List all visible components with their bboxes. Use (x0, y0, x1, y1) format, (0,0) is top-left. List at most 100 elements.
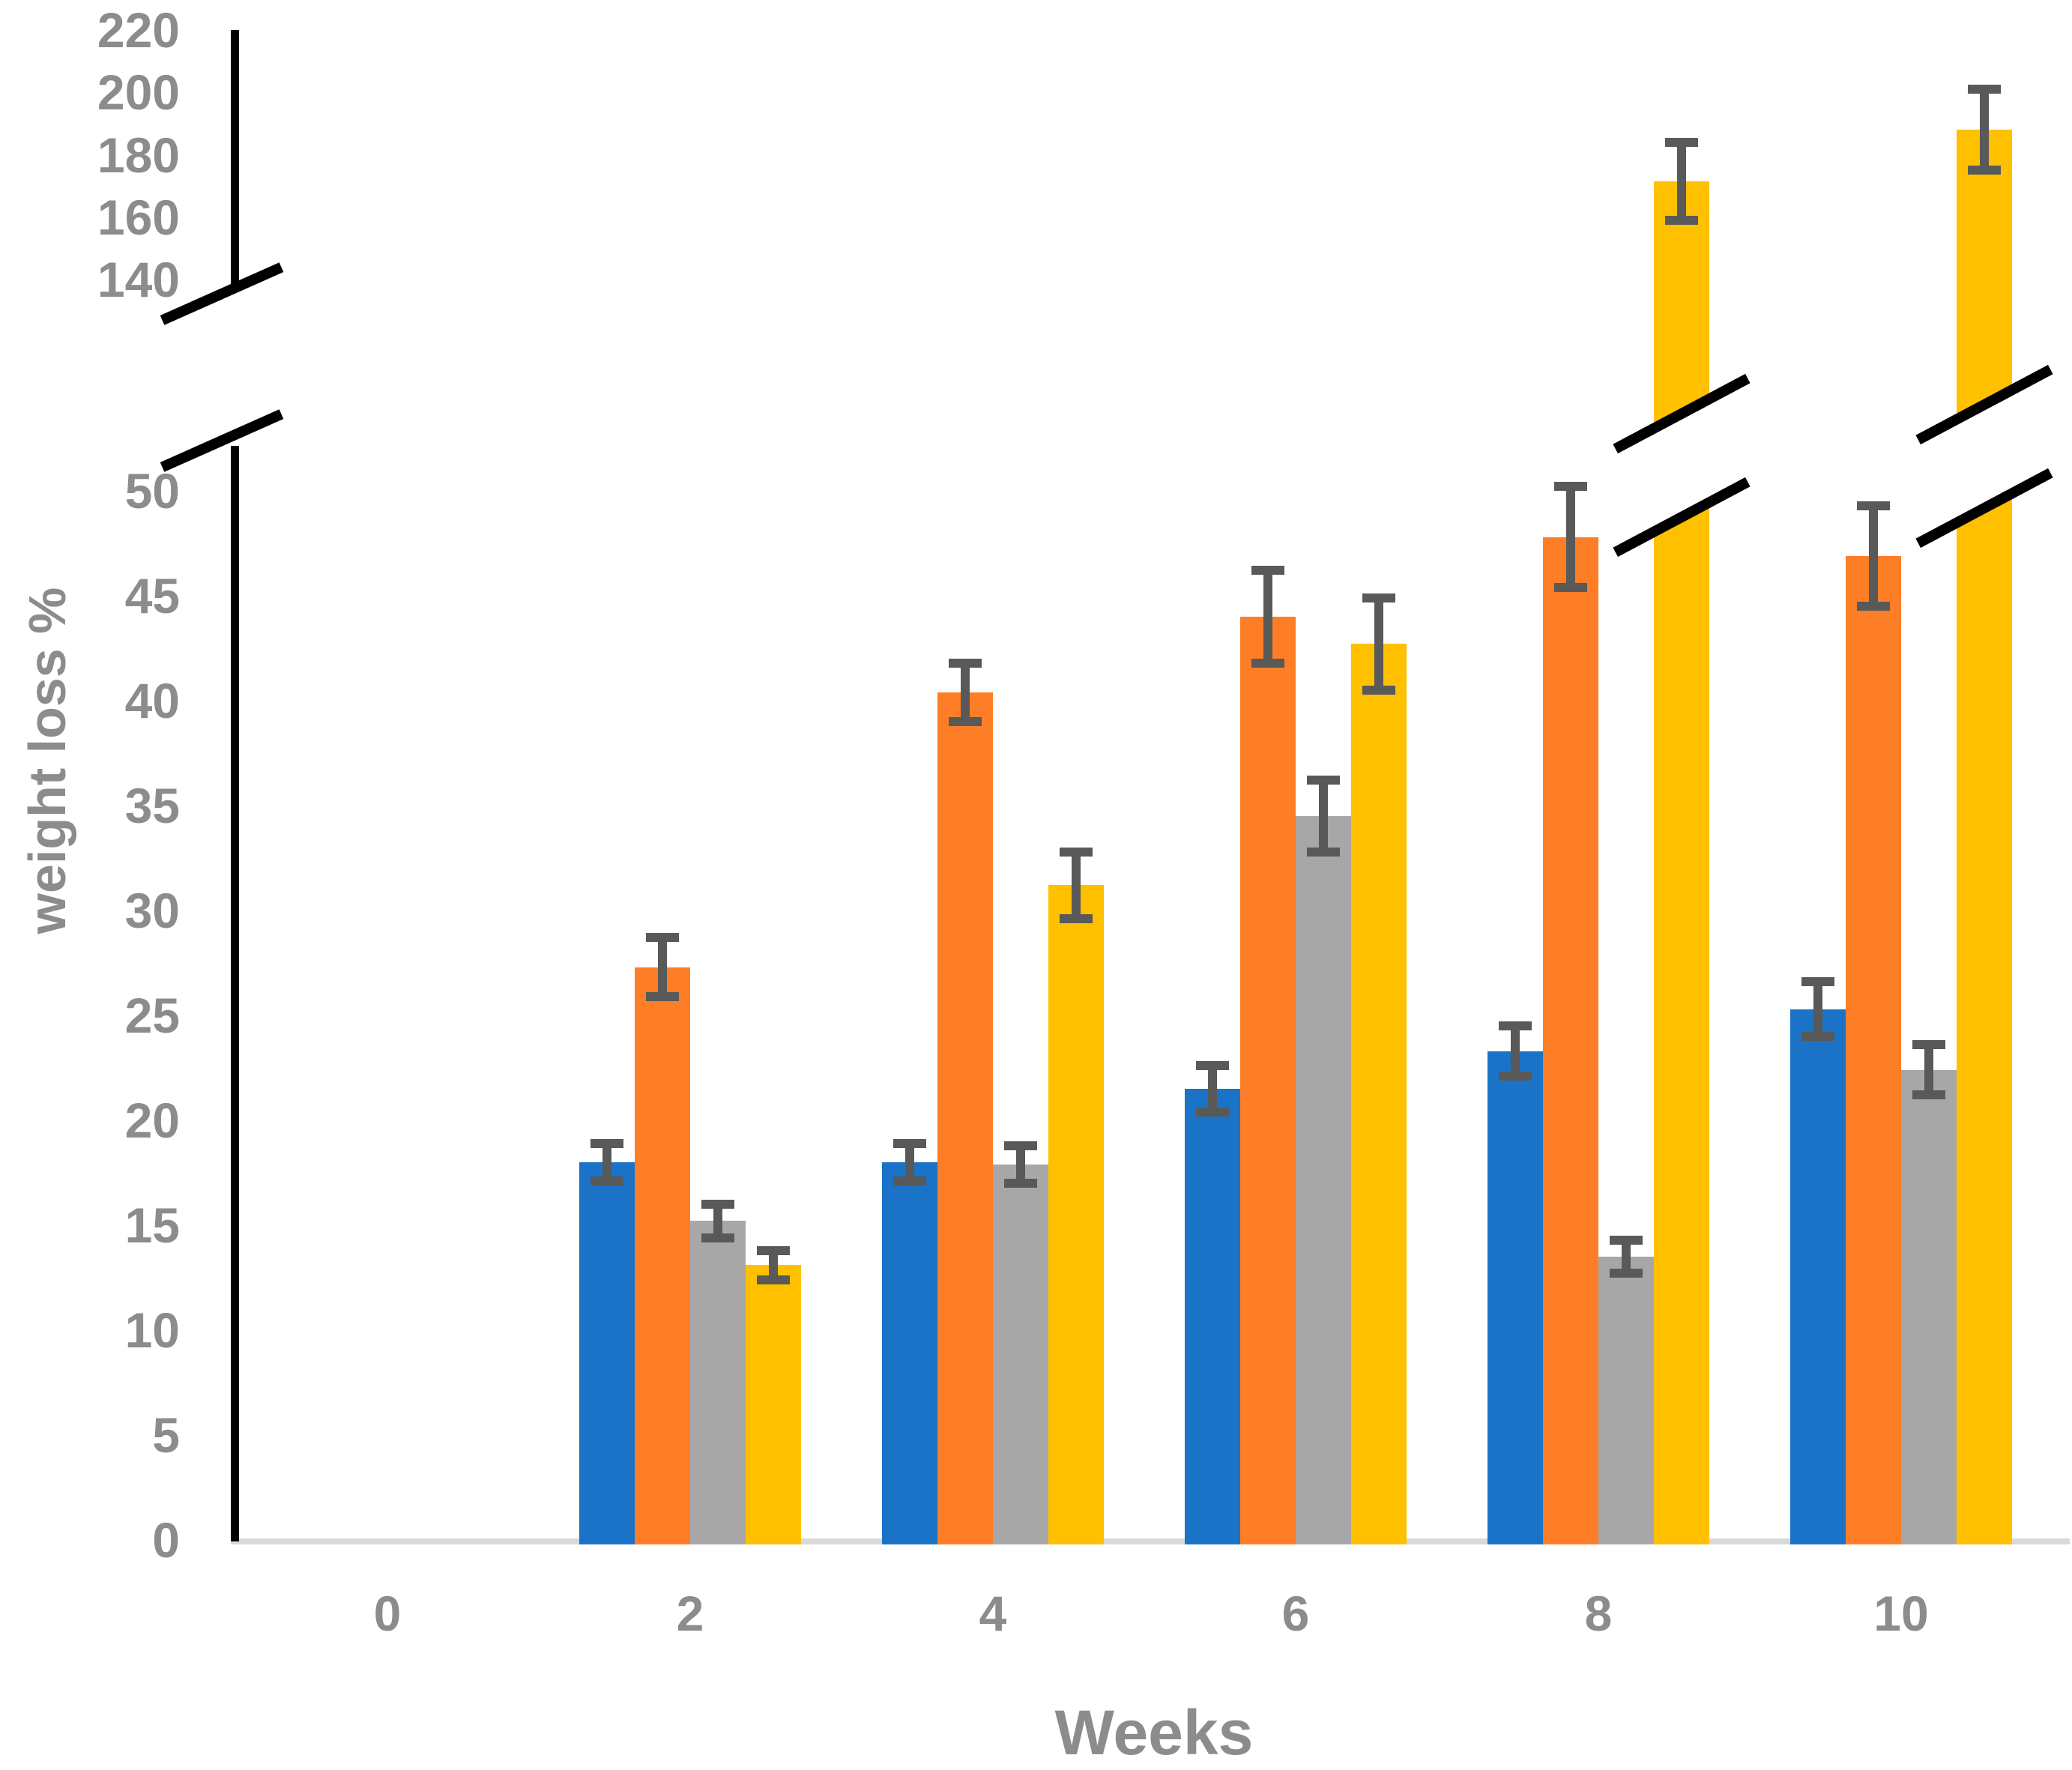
bar-week10-orange (1846, 555, 1901, 1544)
error-bar-cap-week10-blue (1801, 977, 1834, 987)
y-tick-0: 0 (152, 1512, 180, 1568)
error-bar-cap-week2-orange (646, 933, 679, 943)
error-bar-stem-week4-orange (961, 662, 970, 722)
error-bar-cap-week8-yellow (1665, 215, 1698, 225)
error-bar-stem-week10-blue (1813, 982, 1822, 1036)
error-bar-cap-week4-yellow (1060, 847, 1093, 857)
error-bar-cap-week2-yellow (757, 1275, 790, 1284)
error-bar-cap-week4-gray (1004, 1179, 1037, 1188)
error-bar-cap-week2-blue (591, 1177, 623, 1186)
error-bar-cap-week4-blue (893, 1177, 926, 1186)
error-bar-stem-week8-blue (1511, 1026, 1520, 1077)
bar-week6-yellow (1351, 644, 1407, 1544)
error-bar-cap-week4-gray (1004, 1141, 1037, 1150)
bar-week10-gray (1901, 1069, 1957, 1544)
bar-week6-gray (1296, 816, 1351, 1544)
y-axis-title: weight loss % (18, 587, 76, 934)
error-bar-cap-week10-orange (1857, 602, 1890, 611)
error-bar-stem-week6-gray (1319, 780, 1328, 852)
x-tick-10: 10 (1873, 1586, 1929, 1641)
error-bar-cap-week8-orange (1554, 482, 1587, 492)
y-tick-40: 40 (124, 673, 180, 728)
bar-week4-blue (882, 1162, 937, 1544)
error-bar-stem-week8-orange (1566, 486, 1575, 588)
y-tick-180: 180 (97, 127, 180, 183)
x-tick-4: 4 (979, 1586, 1007, 1641)
y-tick-5: 5 (152, 1407, 180, 1463)
bar-week10-yellow (1957, 130, 2012, 1544)
bar-week4-yellow (1048, 885, 1104, 1544)
error-bar-cap-week8-blue (1499, 1072, 1532, 1081)
error-bar-cap-week10-yellow (1968, 85, 2001, 94)
x-tick-2: 2 (676, 1586, 704, 1641)
error-bar-stem-week4-gray (1016, 1145, 1025, 1183)
error-bar-stem-week2-yellow (769, 1250, 778, 1280)
error-bar-cap-week6-yellow (1362, 593, 1395, 602)
error-bar-cap-week6-yellow (1362, 686, 1395, 695)
bar-week2-yellow (746, 1265, 801, 1544)
y-tick-35: 35 (124, 778, 180, 833)
bar-week2-orange (635, 967, 690, 1544)
error-bar-cap-week10-gray (1912, 1040, 1945, 1050)
y-tick-20: 20 (124, 1093, 180, 1148)
error-bar-cap-week6-blue (1196, 1061, 1229, 1071)
bar-week8-yellow (1654, 181, 1709, 1544)
y-tick-15: 15 (124, 1197, 180, 1253)
error-bar-cap-week10-blue (1801, 1032, 1834, 1041)
error-bar-cap-week8-gray (1610, 1235, 1643, 1245)
error-bar-stem-week6-yellow (1374, 597, 1383, 690)
y-tick-50: 50 (124, 463, 180, 519)
bar-week4-orange (937, 692, 993, 1544)
error-bar-cap-week8-orange (1554, 582, 1587, 592)
y-tick-200: 200 (97, 64, 180, 121)
error-bar-stem-week10-yellow (1980, 89, 1989, 171)
error-bar-stem-week6-orange (1263, 570, 1272, 663)
error-bar-stem-week6-blue (1208, 1066, 1217, 1112)
x-tick-0: 0 (373, 1586, 402, 1641)
error-bar-cap-week2-orange (646, 991, 679, 1001)
x-tick-6: 6 (1281, 1586, 1310, 1641)
y-tick-160: 160 (97, 189, 180, 245)
error-bar-cap-week2-gray (701, 1200, 734, 1209)
error-bar-cap-week6-orange (1251, 566, 1284, 576)
error-bar-cap-week10-gray (1912, 1090, 1945, 1100)
x-axis-title: Weeks (1054, 1697, 1254, 1768)
error-bar-cap-week8-blue (1499, 1021, 1532, 1030)
bar-week6-orange (1240, 617, 1296, 1544)
error-bar-cap-week4-orange (949, 658, 982, 668)
error-bar-cap-week10-yellow (1968, 166, 2001, 175)
y-axis-upper-segment (231, 30, 239, 289)
error-bar-stem-week4-yellow (1072, 851, 1081, 919)
error-bar-stem-week2-orange (658, 937, 667, 997)
error-bar-stem-week2-blue (602, 1143, 611, 1182)
error-bar-cap-week2-yellow (757, 1245, 790, 1255)
error-bar-cap-week6-orange (1251, 658, 1284, 668)
y-tick-140: 140 (97, 252, 180, 307)
y-tick-25: 25 (124, 988, 180, 1043)
error-bar-cap-week8-gray (1610, 1269, 1643, 1278)
y-tick-45: 45 (124, 568, 180, 623)
error-bar-cap-week6-gray (1307, 847, 1340, 857)
error-bar-cap-week2-blue (591, 1138, 623, 1148)
bar-week2-gray (690, 1221, 746, 1544)
error-bar-cap-week4-yellow (1060, 914, 1093, 924)
bar-week4-gray (993, 1164, 1048, 1544)
error-bar-cap-week2-gray (701, 1233, 734, 1242)
y-tick-10: 10 (124, 1302, 180, 1358)
error-bar-stem-week10-orange (1869, 505, 1878, 606)
error-bar-stem-week4-blue (905, 1143, 914, 1182)
y-tick-220: 220 (97, 2, 180, 58)
bar-week6-blue (1185, 1089, 1240, 1544)
bar-week8-blue (1487, 1051, 1543, 1544)
error-bar-cap-week4-orange (949, 717, 982, 726)
error-bar-cap-week6-blue (1196, 1107, 1229, 1117)
bar-week8-gray (1598, 1257, 1654, 1544)
bar-week10-blue (1790, 1009, 1846, 1544)
error-bar-stem-week10-gray (1924, 1045, 1933, 1096)
error-bar-stem-week2-gray (713, 1204, 722, 1238)
bar-week8-orange (1543, 537, 1598, 1544)
x-axis-baseline (231, 1538, 2070, 1544)
error-bar-stem-week8-gray (1622, 1239, 1631, 1274)
error-bar-stem-week8-yellow (1677, 142, 1686, 220)
